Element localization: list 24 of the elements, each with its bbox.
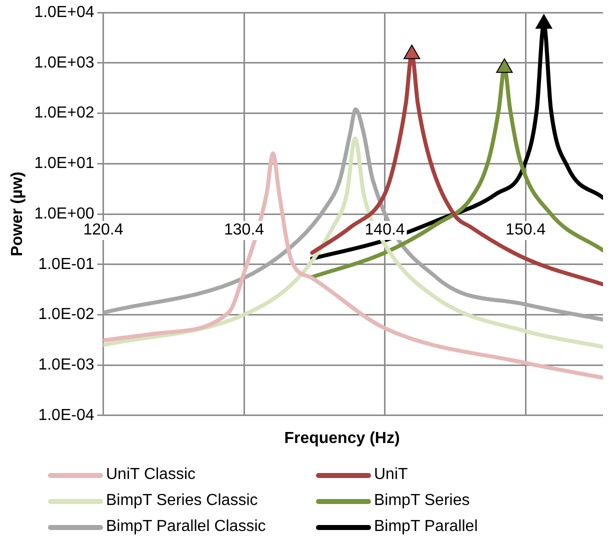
x-tick-label: 140.4 [364,221,405,238]
legend-label: BimpT Series Classic [106,492,258,510]
y-tick-label: 1.0E+00 [34,205,94,222]
legend-label: BimpT Parallel [374,518,478,536]
x-tick-label: 120.4 [83,221,124,238]
point [496,58,513,73]
y-tick-label: 1.0E-04 [38,406,94,424]
x-tick-label: 150.4 [506,221,546,238]
y-tick-label: 1.0E-01 [38,256,94,273]
y-tick-label: 1.0E+02 [34,104,94,122]
legend-label: BimpT Series [374,492,470,510]
y-tick-label: 1.0E-03 [38,356,94,374]
legend-label: UniT [374,466,408,484]
x-axis-title: Frequency (Hz) [283,430,401,448]
y-tick-label: 1.0E+01 [34,155,94,172]
legend-label: BimpT Parallel Classic [106,518,266,536]
point [404,44,420,60]
x-tick-label: 130.4 [224,221,264,238]
legend-label: UniT Classic [106,466,196,484]
y-tick-label: 1.0E+03 [34,54,94,72]
point [536,14,552,29]
y-tick-label: 1.0E+04 [34,4,94,22]
y-tick-label: 1.0E-02 [38,306,94,324]
y-axis-title: Power (µw) [9,172,26,256]
